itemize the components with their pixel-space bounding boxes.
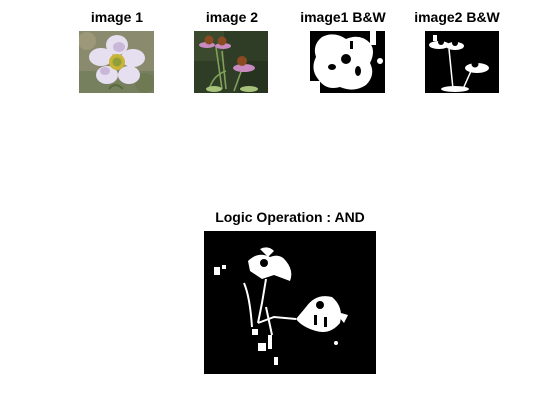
subplot-title-image2: image 2 <box>205 9 259 25</box>
image1-flower-photo <box>79 31 154 93</box>
image2-bw-binary <box>425 31 499 93</box>
image1-bw-binary <box>310 31 385 93</box>
image2-coneflower-photo <box>194 31 268 93</box>
subplot-title-image1: image 1 <box>90 9 144 25</box>
result-title: Logic Operation : AND <box>215 209 365 225</box>
and-result-binary <box>204 231 376 374</box>
subplot-title-image1-bw: image1 B&W <box>300 9 386 25</box>
subplot-title-image2-bw: image2 B&W <box>414 9 500 25</box>
